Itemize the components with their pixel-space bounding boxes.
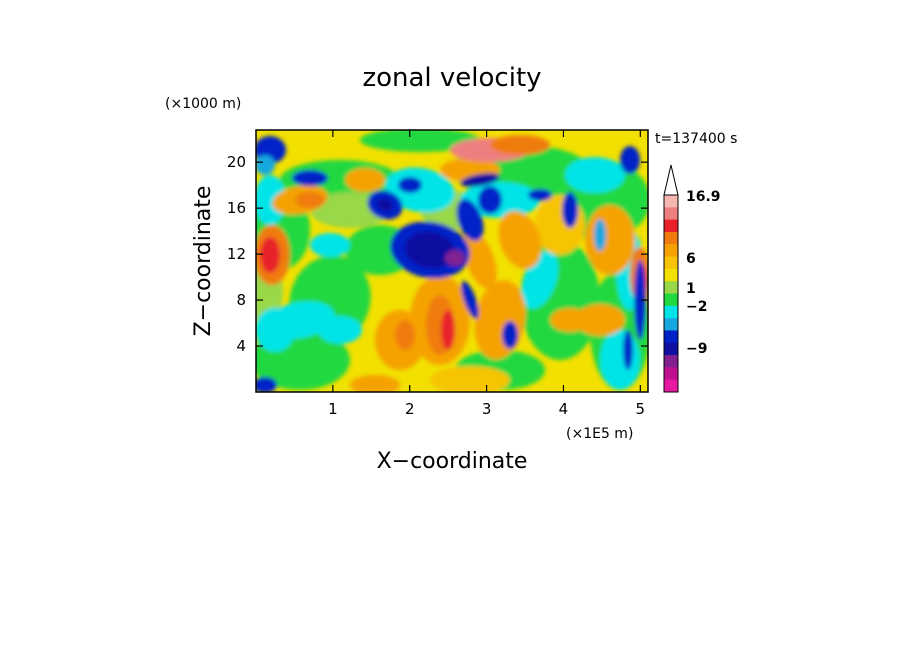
contour-region <box>460 173 500 187</box>
x-tick-label: 3 <box>482 400 492 418</box>
x-axis: 1 2 3 4 5 <box>328 130 645 418</box>
contour-region <box>550 308 590 332</box>
colorbar-swatch <box>664 244 678 258</box>
contour-region <box>490 135 550 155</box>
contour-region <box>528 189 552 201</box>
colorbar-swatch <box>664 207 678 221</box>
colorbar-swatch <box>664 256 678 270</box>
colorbar-swatch <box>664 367 678 381</box>
contour-region <box>634 260 646 340</box>
x-tick-label: 4 <box>559 400 569 418</box>
contour-region <box>360 130 480 152</box>
contour-region <box>256 155 275 175</box>
y-unit-label: (×1000 m) <box>165 96 241 112</box>
x-unit-label: (×1E5 m) <box>566 426 633 442</box>
colorbar-frame <box>663 194 679 393</box>
colorbar-label: 16.9 <box>686 189 721 205</box>
colorbar-arrow <box>663 164 679 196</box>
colorbar-swatch <box>664 195 678 208</box>
contour-region <box>565 157 625 193</box>
colorbar-swatch <box>664 231 678 245</box>
y-tick-label: 12 <box>227 245 246 263</box>
x-tick-label: 5 <box>636 400 646 418</box>
contour-region <box>395 320 415 350</box>
contour-region <box>562 192 578 228</box>
y-tick-label: 20 <box>227 153 246 171</box>
contour-region <box>498 210 542 270</box>
colorbar-swatch <box>664 330 678 344</box>
contour-region <box>445 250 465 266</box>
chart-title: zonal velocity <box>362 63 541 93</box>
contour-region <box>398 177 422 193</box>
y-tick-label: 8 <box>236 291 246 309</box>
x-tick-label: 1 <box>328 400 338 418</box>
colorbar-label: −9 <box>686 341 707 357</box>
colorbar-swatch <box>664 318 678 331</box>
contour-region <box>318 316 362 344</box>
contour-region <box>441 310 455 350</box>
colorbar-swatch <box>664 305 678 319</box>
contour-region <box>456 198 484 242</box>
colorbar-swatch <box>664 281 678 294</box>
contour-region <box>405 231 455 269</box>
colorbar-swatch <box>664 293 678 307</box>
contour-region <box>256 175 286 225</box>
contour-region <box>256 377 277 392</box>
y-tick-label: 4 <box>236 337 246 355</box>
plot-frame <box>255 129 649 393</box>
contour-region <box>463 231 497 289</box>
x-tick-label: 2 <box>405 400 415 418</box>
contour-region <box>600 330 640 390</box>
contour-region <box>594 219 606 251</box>
colorbar-labels: 16.9 6 1 −2 −9 <box>686 189 721 357</box>
contour-region <box>345 168 385 192</box>
colorbar-swatch <box>664 379 678 393</box>
contour-region <box>620 146 640 174</box>
y-axis-label: Z−coordinate <box>191 186 216 337</box>
contour-region <box>623 330 633 370</box>
colorbar-label: −2 <box>686 299 707 315</box>
contour-region <box>377 198 393 212</box>
contour-region <box>256 308 295 352</box>
contour-field <box>256 130 648 392</box>
colorbar-swatch <box>664 219 678 233</box>
colorbar-label: 1 <box>686 281 696 297</box>
contour-region <box>350 375 400 392</box>
contour-region <box>461 281 479 319</box>
x-axis-label: X−coordinate <box>377 449 528 474</box>
contour-region <box>478 186 502 214</box>
contour-region <box>585 205 635 275</box>
y-axis: 4 8 12 16 20 <box>227 153 648 355</box>
contour-region <box>310 233 350 257</box>
time-label: t=137400 s <box>655 131 737 147</box>
colorbar-swatch <box>664 268 678 282</box>
colorbar-label: 6 <box>686 251 696 267</box>
contour-region <box>260 237 280 273</box>
contour-region <box>295 192 325 208</box>
colorbar-swatch <box>664 355 678 368</box>
contour-region <box>502 321 518 349</box>
contour-region <box>292 170 328 186</box>
contour-region <box>430 366 510 392</box>
y-tick-label: 16 <box>227 199 246 217</box>
contour-region <box>575 304 625 336</box>
colorbar-swatch <box>664 342 678 356</box>
colorbar <box>663 164 679 393</box>
